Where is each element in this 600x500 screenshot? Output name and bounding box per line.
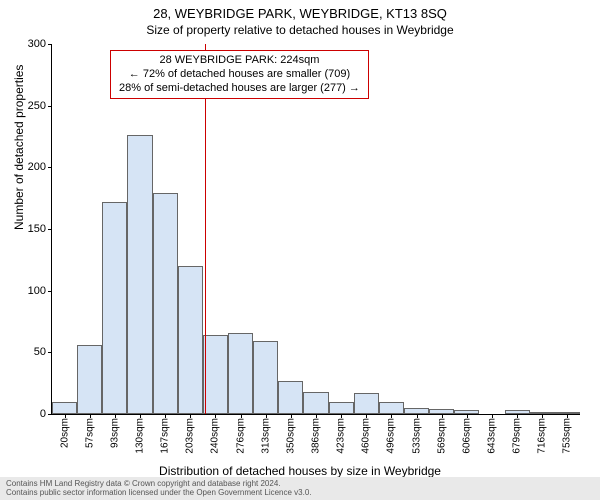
x-tick-label: 496sqm [386, 418, 397, 454]
histogram-bar [203, 335, 228, 414]
histogram-bar [303, 392, 328, 414]
footer: Contains HM Land Registry data © Crown c… [0, 477, 600, 500]
histogram-bar [77, 345, 102, 414]
x-tick-label: 203sqm [185, 418, 196, 454]
annotation-line-2: ← 72% of detached houses are smaller (70… [119, 68, 360, 82]
histogram-bar [127, 135, 152, 414]
y-tick-mark [48, 167, 52, 168]
y-tick-label: 300 [28, 38, 46, 50]
x-tick-label: 386sqm [311, 418, 322, 454]
footer-line-1: Contains HM Land Registry data © Crown c… [6, 479, 594, 489]
y-tick-mark [48, 414, 52, 415]
histogram-bar [153, 193, 178, 414]
x-tick-label: 423sqm [336, 418, 347, 454]
y-tick-label: 0 [40, 408, 46, 420]
y-tick-mark [48, 44, 52, 45]
histogram-bar [52, 402, 77, 414]
x-tick-label: 20sqm [59, 418, 70, 448]
y-tick-label: 50 [34, 346, 46, 358]
x-tick-label: 679sqm [512, 418, 523, 454]
page-subtitle: Size of property relative to detached ho… [0, 21, 600, 37]
histogram-bar [102, 202, 127, 414]
y-tick-mark [48, 229, 52, 230]
x-tick-label: 460sqm [361, 418, 372, 454]
y-tick-label: 200 [28, 161, 46, 173]
y-tick-mark [48, 106, 52, 107]
marker-line [205, 44, 206, 414]
x-tick-label: 167sqm [160, 418, 171, 454]
annotation-line-1: 28 WEYBRIDGE PARK: 224sqm [119, 54, 360, 68]
histogram-bar [278, 381, 303, 414]
chart-area: 05010015020025030020sqm57sqm93sqm130sqm1… [52, 44, 580, 414]
histogram-bar [228, 333, 253, 414]
y-axis-label: Number of detached properties [12, 65, 26, 230]
x-tick-label: 93sqm [109, 418, 120, 448]
histogram-bar [329, 402, 354, 414]
y-tick-mark [48, 291, 52, 292]
page-title: 28, WEYBRIDGE PARK, WEYBRIDGE, KT13 8SQ [0, 0, 600, 21]
x-tick-label: 716sqm [537, 418, 548, 454]
x-tick-label: 606sqm [461, 418, 472, 454]
histogram-bar [178, 266, 203, 414]
histogram-bar [253, 341, 278, 414]
x-tick-label: 533sqm [411, 418, 422, 454]
x-tick-label: 57sqm [84, 418, 95, 448]
x-tick-label: 350sqm [285, 418, 296, 454]
histogram-plot: 05010015020025030020sqm57sqm93sqm130sqm1… [52, 44, 580, 414]
annotation-line-3: 28% of semi-detached houses are larger (… [119, 82, 360, 96]
x-tick-label: 130sqm [135, 418, 146, 454]
histogram-bar [379, 402, 404, 414]
y-tick-mark [48, 352, 52, 353]
x-tick-label: 569sqm [436, 418, 447, 454]
x-tick-label: 753sqm [562, 418, 573, 454]
footer-line-2: Contains public sector information licen… [6, 488, 594, 498]
x-tick-label: 240sqm [210, 418, 221, 454]
y-tick-label: 100 [28, 285, 46, 297]
x-tick-label: 276sqm [235, 418, 246, 454]
y-tick-label: 250 [28, 100, 46, 112]
x-tick-label: 643sqm [487, 418, 498, 454]
x-tick-label: 313sqm [260, 418, 271, 454]
annotation-box: 28 WEYBRIDGE PARK: 224sqm← 72% of detach… [110, 50, 369, 99]
histogram-bar [354, 393, 379, 414]
y-tick-label: 150 [28, 223, 46, 235]
